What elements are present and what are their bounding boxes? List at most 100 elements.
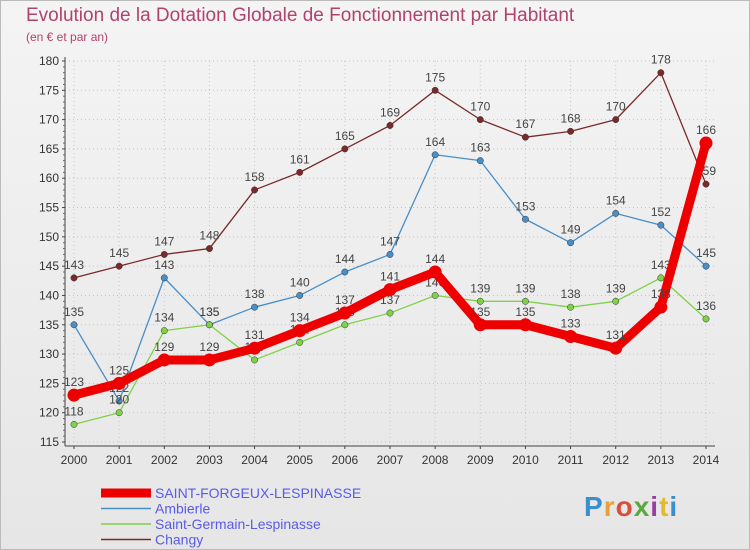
y-tick-label: 150: [39, 230, 59, 244]
data-point: [386, 250, 394, 258]
data-point: [567, 239, 575, 247]
data-label: 123: [64, 375, 84, 389]
x-tick-label: 2006: [332, 453, 359, 467]
data-point: [657, 274, 665, 282]
data-label: 139: [470, 281, 490, 295]
data-point: [476, 157, 484, 165]
chart-title: Evolution de la Dotation Globale de Fonc…: [26, 5, 575, 26]
data-point: [657, 69, 665, 77]
legend-entry: SAINT-FORGEUX-LESPINASSE: [155, 485, 361, 501]
data-label: 141: [380, 270, 400, 284]
data-point: [386, 309, 394, 317]
data-label: 135: [199, 305, 219, 319]
data-point: [70, 420, 78, 428]
data-label: 170: [606, 100, 626, 114]
data-point: [248, 341, 262, 355]
chart-axes: 1151201251301351401451501551601651701751…: [39, 54, 720, 467]
data-label: 118: [64, 404, 83, 418]
data-label: 166: [696, 123, 716, 137]
data-point: [567, 303, 575, 311]
data-point: [338, 306, 352, 320]
data-label: 138: [651, 287, 671, 301]
y-tick-label: 180: [39, 54, 59, 68]
data-label: 136: [696, 299, 716, 313]
data-label: 131: [606, 328, 626, 342]
data-label: 135: [64, 305, 84, 319]
x-tick-label: 2009: [467, 453, 494, 467]
data-point: [609, 341, 623, 355]
y-tick-label: 125: [39, 376, 59, 390]
data-point: [431, 86, 439, 94]
data-point: [157, 353, 171, 367]
data-point: [702, 180, 710, 188]
y-tick-label: 160: [39, 171, 59, 185]
data-point: [296, 338, 304, 346]
data-label: 135: [470, 305, 490, 319]
data-point: [160, 250, 168, 258]
data-point: [293, 324, 307, 338]
data-label: 144: [335, 252, 355, 266]
data-point: [612, 209, 620, 217]
data-point: [654, 300, 668, 314]
data-point: [296, 292, 304, 299]
legend-entry: Changy: [155, 532, 203, 548]
y-tick-label: 120: [39, 406, 59, 420]
data-label: 169: [380, 105, 400, 119]
data-label: 147: [380, 234, 400, 248]
chart-series: 143 145 147 148 158 161 165 169 175 170 167 168 170 1…: [64, 53, 716, 428]
data-label: 139: [515, 281, 535, 295]
data-point: [567, 127, 575, 135]
chart-legend: SAINT-FORGEUX-LESPINASSEAmbierleSaint-Ge…: [101, 485, 361, 548]
x-tick-label: 2007: [377, 453, 404, 467]
series-saint-forgeux-lespinasse: 123 125 129 129 131 134 137 141 144 135 135 133 131 1…: [64, 123, 716, 402]
data-point: [70, 321, 78, 329]
data-point: [205, 321, 213, 329]
data-label: 138: [561, 287, 581, 301]
data-label: 145: [696, 246, 716, 260]
data-point: [386, 122, 394, 129]
data-label: 154: [606, 193, 626, 207]
x-tick-label: 2003: [196, 453, 223, 467]
data-point: [112, 376, 126, 390]
y-tick-label: 115: [40, 435, 59, 449]
data-point: [251, 303, 259, 311]
chart-grid: [65, 60, 715, 443]
data-label: 143: [154, 258, 174, 272]
x-tick-label: 2014: [693, 453, 720, 467]
x-tick-label: 2012: [602, 453, 629, 467]
y-tick-label: 155: [39, 201, 59, 215]
data-label: 161: [290, 152, 310, 166]
data-label: 144: [425, 252, 445, 266]
data-label: 125: [109, 363, 129, 377]
data-point: [699, 136, 713, 150]
data-point: [431, 151, 439, 159]
data-label: 163: [470, 141, 490, 155]
data-point: [115, 397, 123, 405]
data-label: 134: [290, 311, 310, 325]
data-point: [521, 133, 529, 141]
chart-subtitle: (en € et par an): [26, 30, 109, 44]
data-label: 152: [651, 205, 671, 219]
data-label: 148: [199, 229, 219, 243]
data-label: 129: [154, 340, 174, 354]
proxiti-logo: Proxiti: [584, 491, 679, 522]
data-point: [476, 116, 484, 124]
x-tick-label: 2001: [106, 453, 133, 467]
data-point: [383, 283, 397, 297]
x-tick-label: 2000: [61, 453, 88, 467]
x-tick-label: 2011: [558, 453, 584, 467]
x-tick-label: 2002: [151, 453, 178, 467]
data-point: [115, 409, 123, 417]
data-point: [521, 215, 529, 223]
data-point: [341, 321, 349, 329]
y-tick-label: 140: [39, 288, 59, 302]
data-point: [476, 297, 484, 305]
legend-entry: Ambierle: [155, 501, 210, 517]
data-label: 133: [561, 316, 581, 330]
data-point: [67, 388, 81, 402]
data-label: 131: [245, 328, 265, 342]
data-label: 147: [154, 234, 174, 248]
y-tick-label: 170: [39, 113, 59, 127]
y-tick-label: 135: [39, 318, 59, 332]
